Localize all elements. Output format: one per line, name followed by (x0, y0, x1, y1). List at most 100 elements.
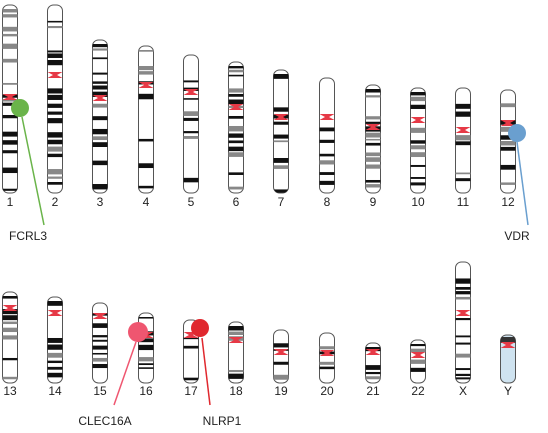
chromosome-label: 7 (278, 195, 285, 209)
band (183, 111, 199, 116)
band (47, 94, 63, 100)
band (92, 85, 108, 90)
band (138, 357, 154, 362)
band (183, 131, 199, 134)
band (2, 102, 18, 106)
band (92, 48, 108, 51)
chromosome (365, 342, 381, 384)
band (319, 127, 335, 132)
centromere (410, 352, 426, 358)
band (47, 360, 63, 364)
band (228, 125, 244, 132)
band (47, 146, 63, 152)
band (138, 50, 154, 52)
chromosome (2, 4, 18, 194)
band (365, 152, 381, 157)
band (319, 172, 335, 175)
gene-pointer (21, 116, 45, 226)
band (455, 368, 471, 371)
band (92, 363, 108, 369)
centromere (500, 120, 516, 126)
band (92, 103, 108, 108)
band (47, 344, 63, 350)
band (183, 80, 199, 83)
band (183, 377, 199, 381)
gene-marker (128, 322, 148, 342)
chromosome (410, 339, 426, 384)
band (47, 301, 63, 306)
band (92, 357, 108, 362)
band (319, 346, 335, 350)
band (228, 133, 244, 138)
chromosome (455, 87, 471, 194)
chromosome-label: 15 (93, 384, 107, 398)
band (138, 363, 154, 366)
band (2, 315, 18, 321)
band (2, 131, 18, 137)
band (2, 167, 18, 174)
band (47, 153, 63, 158)
bands (410, 92, 426, 186)
chromosome-label: 13 (3, 384, 17, 398)
band (319, 180, 335, 185)
band (410, 96, 426, 102)
chromosome-label: 10 (411, 195, 425, 209)
band (2, 33, 18, 37)
gene-marker (191, 319, 209, 337)
band (92, 81, 108, 84)
band (228, 69, 244, 73)
band (228, 331, 244, 335)
band (228, 373, 244, 379)
band (410, 182, 426, 186)
band (500, 135, 516, 140)
bands (92, 44, 108, 190)
band (365, 164, 381, 169)
band (365, 116, 381, 120)
band (455, 335, 471, 338)
band (365, 376, 381, 380)
band (500, 337, 516, 343)
band (500, 126, 516, 132)
band (273, 165, 289, 169)
band (228, 146, 244, 152)
band (138, 338, 154, 343)
chromosome (319, 332, 335, 384)
band (2, 357, 18, 361)
band (273, 107, 289, 112)
band (138, 185, 154, 189)
band (410, 104, 426, 109)
gene-pointer (516, 141, 529, 226)
band (92, 72, 108, 75)
band (455, 172, 471, 175)
band (47, 88, 63, 94)
chromosome (47, 4, 63, 194)
band (455, 178, 471, 182)
band (228, 369, 244, 373)
chromosome-label: 4 (143, 195, 150, 209)
chromosome-body (273, 69, 289, 194)
band (138, 163, 154, 169)
band (455, 342, 471, 345)
centromere (273, 349, 289, 355)
gene-marker (11, 99, 29, 117)
bands (410, 344, 426, 372)
band (183, 177, 199, 183)
band (410, 152, 426, 158)
centromere (228, 337, 244, 343)
band (410, 348, 426, 353)
chromosome (410, 87, 426, 194)
chromosome-body (319, 77, 335, 194)
chromosome (2, 291, 18, 384)
band (2, 99, 18, 102)
chromosome-label: Y (504, 384, 512, 398)
band (410, 164, 426, 167)
band (47, 352, 63, 358)
band (228, 326, 244, 331)
chromosome-body (183, 54, 199, 194)
band (2, 82, 18, 85)
band (47, 181, 63, 185)
band (455, 318, 471, 321)
band (410, 127, 426, 133)
band (138, 138, 154, 142)
band (410, 145, 426, 150)
